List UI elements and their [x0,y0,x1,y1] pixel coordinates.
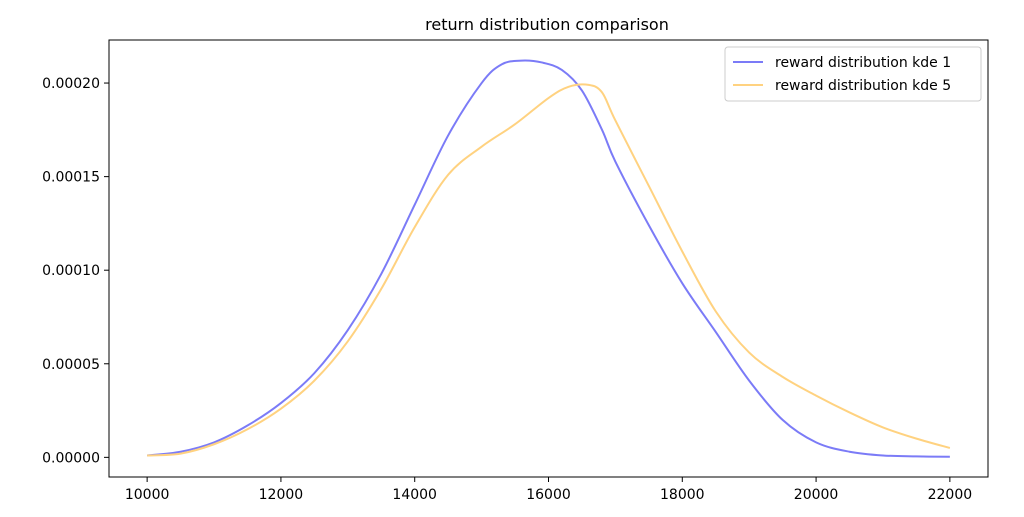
x-tick-label: 12000 [259,487,304,503]
x-tick-label: 16000 [526,487,571,503]
legend-label-2: reward distribution kde 5 [775,78,951,94]
y-tick-label: 0.00010 [42,263,100,279]
x-tick-label: 14000 [392,487,437,503]
series-line-1 [147,61,950,457]
x-axis: 10000 12000 14000 16000 18000 20000 22000 [125,477,972,503]
y-tick-label: 0.00000 [42,450,100,466]
x-tick-label: 10000 [125,487,170,503]
y-tick-label: 0.00005 [42,357,100,373]
x-tick-label: 22000 [928,487,973,503]
y-tick-label: 0.00015 [42,170,100,186]
y-axis: 0.00000 0.00005 0.00010 0.00015 0.00020 [42,76,109,466]
series-line-2 [147,84,950,455]
chart-title: return distribution comparison [425,15,669,34]
legend: reward distribution kde 1 reward distribu… [725,47,981,101]
plot-area-frame [109,40,988,477]
y-tick-label: 0.00020 [42,76,100,92]
series-layer [147,61,950,457]
x-tick-label: 20000 [794,487,839,503]
legend-label-1: reward distribution kde 1 [775,55,951,71]
x-tick-label: 18000 [660,487,705,503]
